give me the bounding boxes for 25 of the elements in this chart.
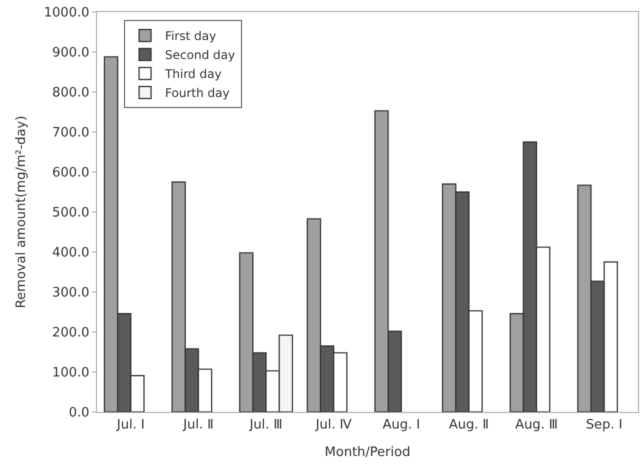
x-axis-title: Month/Period [324,445,410,460]
y-tick-label: 500.0 [52,206,90,221]
x-tick-label: Jul. Ⅰ [116,418,145,433]
y-tick-label: 400.0 [52,246,90,261]
x-tick-label: Sep. Ⅰ [586,418,622,433]
y-tick-label: 200.0 [52,326,90,341]
y-tick-label: 1000.0 [44,6,90,21]
legend-label: Second day [165,48,236,62]
y-tick-label: 900.0 [52,46,90,61]
legend-label: First day [165,29,216,44]
y-tick-label: 800.0 [52,86,90,101]
x-tick-label: Aug. Ⅰ [382,418,420,433]
x-tick-label: Aug. Ⅱ [448,418,489,433]
y-tick-label: 300.0 [52,286,90,301]
y-axis-title: Removal amount(mg/m²-day) [14,116,29,308]
legend-label: Third day [164,67,222,82]
legend-label: Fourth day [165,86,230,100]
y-tick-label: 100.0 [52,366,90,381]
y-tick-label: 0.0 [68,406,90,421]
y-tick-label: 700.0 [52,126,90,141]
y-tick-label: 600.0 [52,166,90,181]
x-tick-label: Jul. Ⅳ [314,418,352,433]
x-tick-label: Aug. Ⅲ [515,418,558,433]
x-tick-label: Jul. Ⅱ [182,418,214,433]
x-tick-label: Jul. Ⅲ [248,418,283,433]
